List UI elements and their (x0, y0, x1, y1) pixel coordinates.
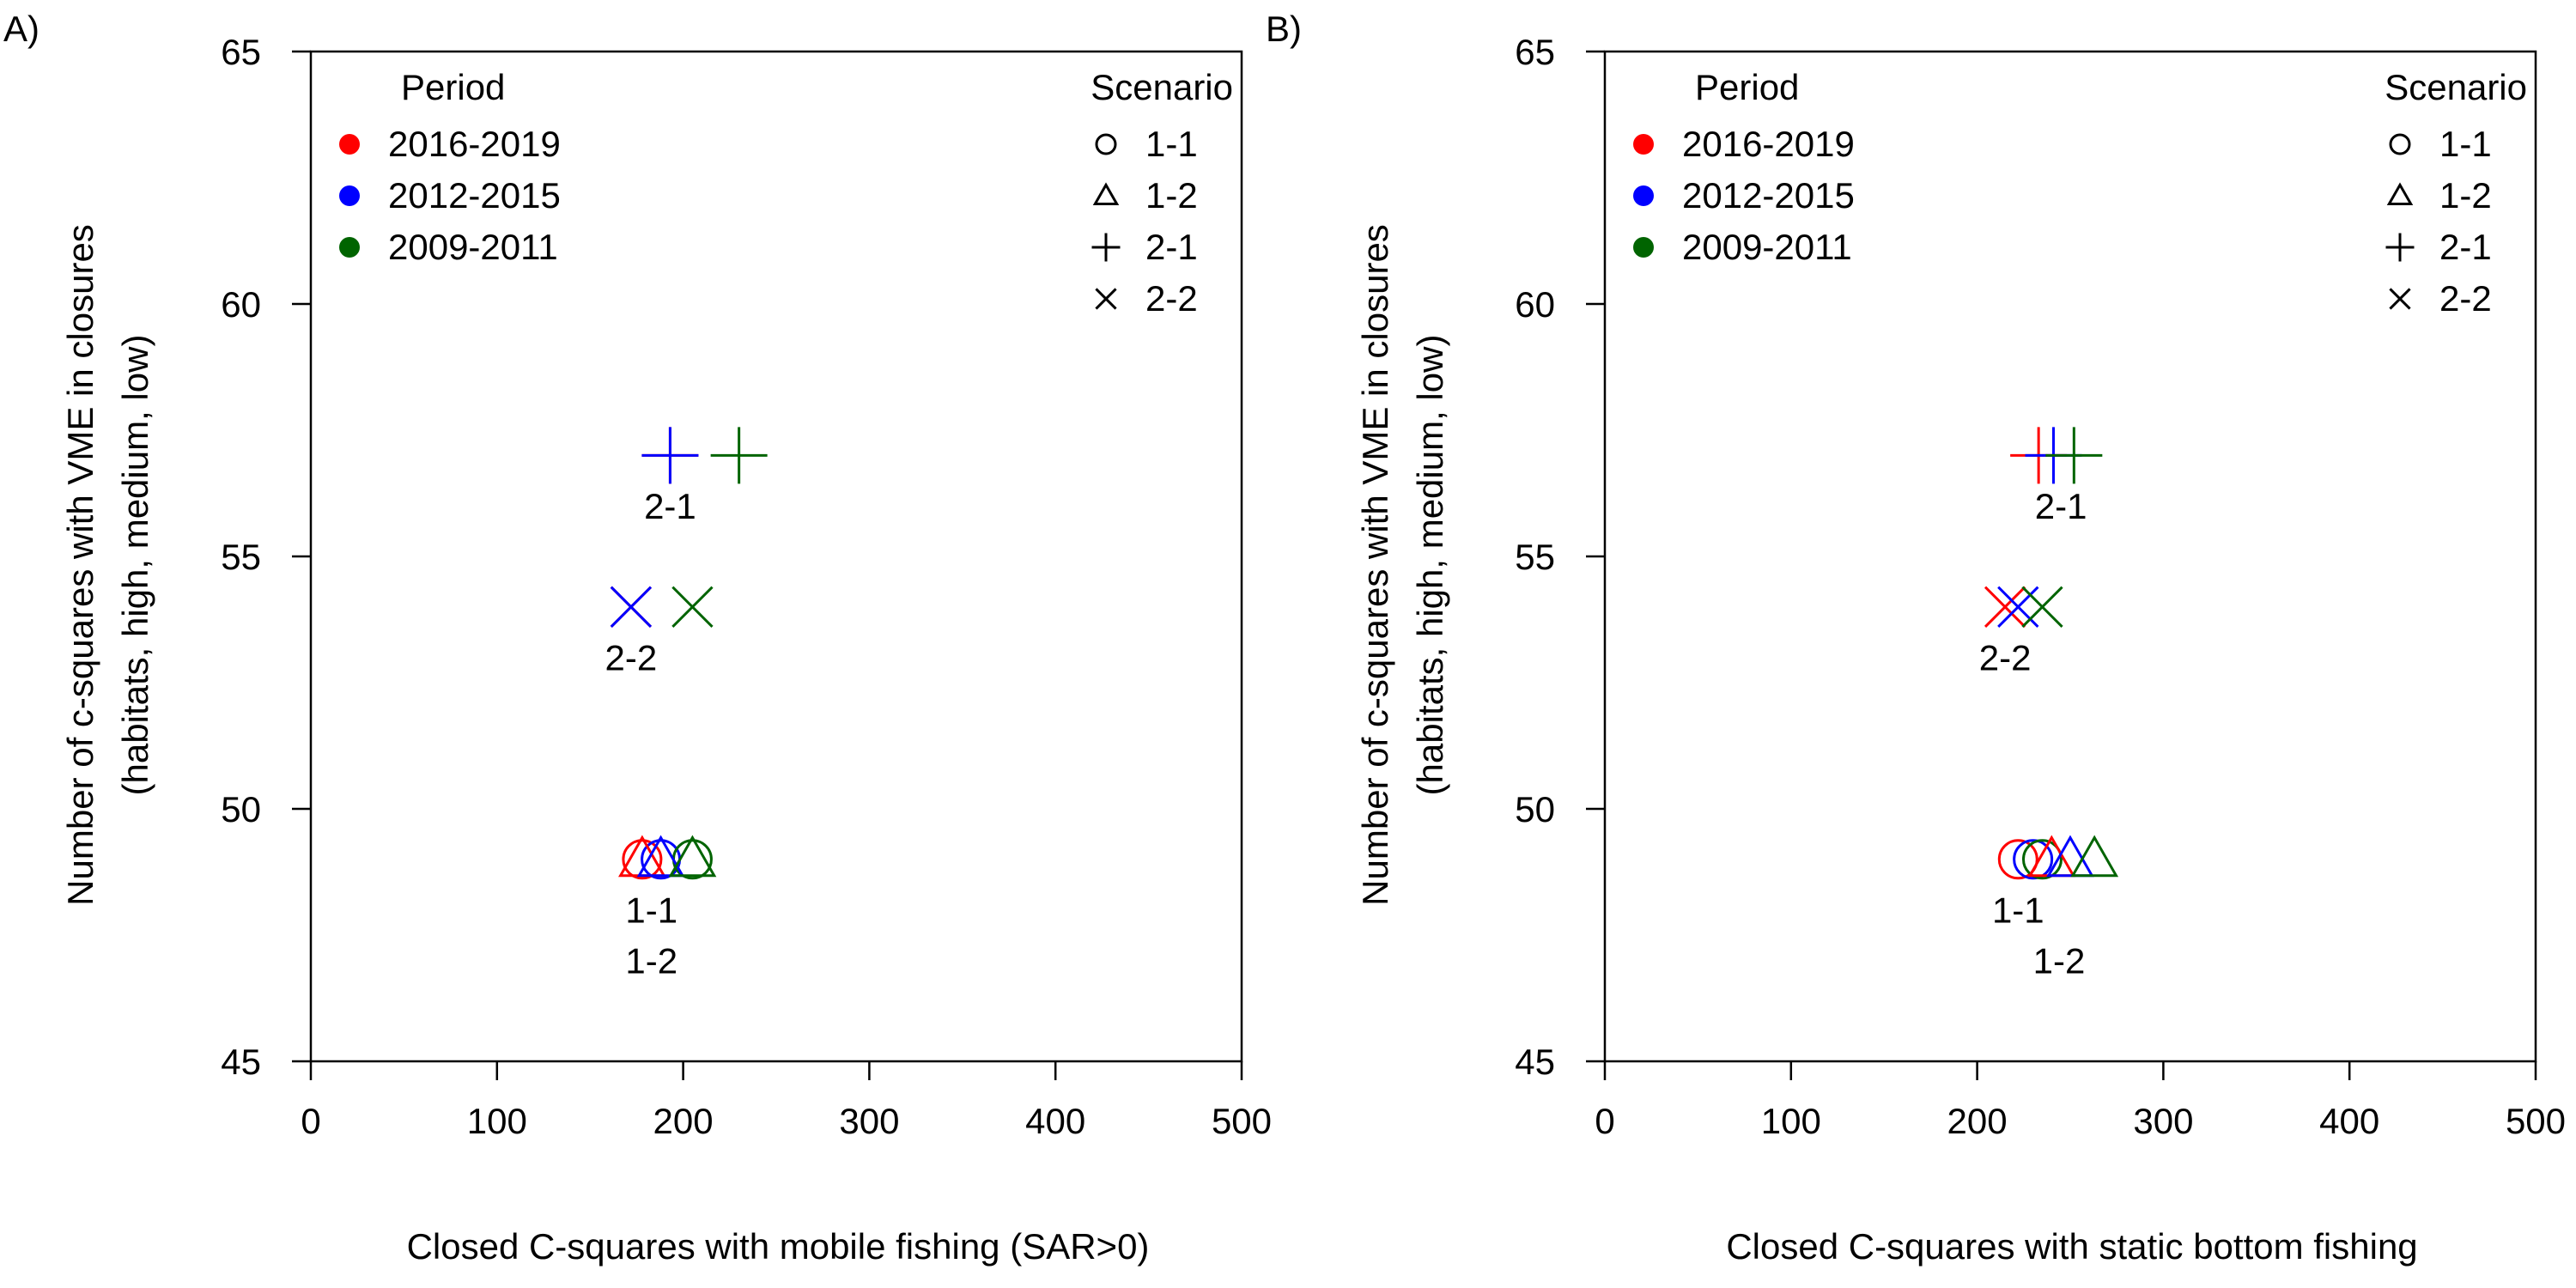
x-tick-label: 400 (2319, 1101, 2379, 1141)
data-point-2-2 (1984, 586, 2026, 628)
x-tick-label: 0 (1595, 1101, 1614, 1141)
legend-scenario-label: 2-1 (1145, 227, 1198, 267)
data-point-1-1 (2013, 839, 2054, 880)
data-point-1-2 (668, 835, 717, 878)
y-tick-label: 45 (1515, 1042, 1555, 1082)
y-tick-label: 60 (1515, 284, 1555, 325)
x-tick-label: 200 (653, 1101, 714, 1141)
data-point-2-2 (610, 586, 653, 628)
point-annotation: 1-2 (2033, 940, 2086, 981)
chart-panel-b: B) 0 100 200 300 400 500 45 50 55 60 65 Closed C-squ… (1266, 9, 2566, 1267)
point-annotation: 1-1 (625, 890, 677, 931)
legend-period: Period 2016-2019 2012-2015 2009-2011 (339, 67, 561, 267)
legend-scenario-label: 1-2 (2439, 175, 2492, 216)
y-tick-label: 55 (221, 537, 261, 577)
point-annotation: 1-1 (1992, 890, 2044, 931)
data-point-1-2 (636, 835, 685, 878)
legend-scenario-symbol (2386, 182, 2414, 205)
y-axis-subtitle: (habitats, high, medium, low) (1410, 335, 1450, 796)
legend-scenario-label: 2-1 (2439, 227, 2492, 267)
legend-period-dot (339, 185, 360, 206)
legend-period-label: 2016-2019 (1682, 124, 1855, 164)
legend-scenario-symbol (2389, 288, 2411, 310)
legend-scenario-label: 1-2 (1145, 175, 1198, 216)
y-axis-title: Number of c-squares with VME in closures (1355, 224, 1395, 906)
legend-scenario-symbol (1091, 233, 1121, 262)
data-points (610, 427, 768, 880)
x-tick-label: 200 (1947, 1101, 2008, 1141)
y-tick-label: 60 (221, 284, 261, 325)
legend-scenario-symbol (1095, 133, 1117, 155)
data-point-1-1 (2021, 839, 2063, 880)
x-tick-label: 400 (1025, 1101, 1085, 1141)
data-point-2-1 (641, 427, 699, 484)
legend-period-dot (339, 134, 360, 155)
legend-period-label: 2012-2015 (1682, 175, 1855, 216)
data-point-2-1 (710, 427, 768, 484)
legend-scenario: Scenario 1-1 1-2 2-1 2-2 (2385, 67, 2527, 319)
point-annotation: 2-1 (644, 486, 696, 526)
y-tick-label: 50 (221, 789, 261, 829)
x-tick-label: 500 (1212, 1101, 1272, 1141)
legend-period-dot (1633, 134, 1654, 155)
legend-scenario-title: Scenario (2385, 67, 2527, 107)
legend-period-label: 2016-2019 (388, 124, 561, 164)
y-tick-label: 65 (221, 32, 261, 72)
point-annotation: 2-1 (2035, 486, 2087, 526)
legend-scenario-label: 2-2 (1145, 278, 1198, 319)
legend-scenario: Scenario 1-1 1-2 2-1 2-2 (1091, 67, 1233, 319)
legend-period-label: 2009-2011 (388, 227, 558, 267)
point-annotation: 1-2 (625, 940, 677, 981)
x-tick-label: 300 (839, 1101, 899, 1141)
y-tick-label: 55 (1515, 537, 1555, 577)
data-point-2-2 (1997, 586, 2039, 628)
data-points (1984, 427, 2119, 880)
data-point-2-1 (2045, 427, 2103, 484)
legend-period-dot (1633, 237, 1654, 258)
x-axis-title: Closed C-squares with mobile fishing (SA… (407, 1226, 1150, 1267)
data-point-2-2 (671, 586, 714, 628)
panel-label: A) (3, 9, 39, 49)
legend-scenario-symbol (1092, 182, 1120, 205)
data-point-2-2 (2021, 586, 2063, 628)
data-point-1-1 (1997, 839, 2038, 880)
x-axis-title: Closed C-squares with static bottom fish… (1726, 1226, 2417, 1267)
legend-period: Period 2016-2019 2012-2015 2009-2011 (1633, 67, 1855, 267)
legend-scenario-label: 2-2 (2439, 278, 2492, 319)
data-point-1-1 (622, 839, 663, 880)
legend-period-label: 2009-2011 (1682, 227, 1852, 267)
x-tick-label: 100 (1761, 1101, 1821, 1141)
legend-period-dot (1633, 185, 1654, 206)
data-point-1-2 (2070, 835, 2119, 878)
y-axis-subtitle: (habitats, high, medium, low) (115, 335, 155, 796)
x-tick-label: 0 (301, 1101, 320, 1141)
y-tick-label: 50 (1515, 789, 1555, 829)
x-tick-label: 500 (2506, 1101, 2566, 1141)
legend-scenario-symbol (2389, 133, 2411, 155)
data-point-1-2 (2046, 835, 2094, 878)
y-tick-label: 45 (221, 1042, 261, 1082)
y-tick-label: 65 (1515, 32, 1555, 72)
legend-scenario-symbol (2385, 233, 2415, 262)
chart-panel-a: A) 0 100 200 300 400 500 45 50 55 60 65 Closed C-squ… (3, 9, 1272, 1267)
y-axis-title: Number of c-squares with VME in closures (60, 224, 100, 906)
legend-scenario-label: 1-1 (1145, 124, 1198, 164)
x-tick-label: 300 (2133, 1101, 2193, 1141)
legend-period-label: 2012-2015 (388, 175, 561, 216)
legend-scenario-title: Scenario (1091, 67, 1233, 107)
point-annotation: 2-2 (605, 638, 658, 678)
legend-period-title: Period (401, 67, 505, 107)
panel-label: B) (1266, 9, 1302, 49)
legend-period-title: Period (1695, 67, 1799, 107)
point-annotation: 2-2 (1979, 638, 2032, 678)
legend-period-dot (339, 237, 360, 258)
legend-scenario-label: 1-1 (2439, 124, 2492, 164)
x-tick-label: 100 (467, 1101, 527, 1141)
legend-scenario-symbol (1095, 288, 1117, 310)
